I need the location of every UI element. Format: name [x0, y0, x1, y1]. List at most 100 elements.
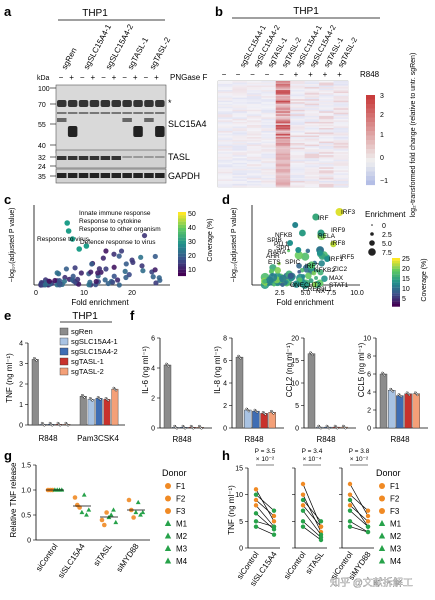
heatmap-cell — [232, 103, 248, 106]
heatmap-cell — [319, 164, 334, 167]
heatmap-cell — [333, 140, 349, 142]
heatmap-cell — [333, 179, 349, 182]
heatmap-cell — [246, 182, 262, 185]
go-term-point — [74, 276, 81, 283]
colorbar-tick: 25 — [402, 256, 410, 263]
heatmap-cell — [304, 162, 320, 165]
heatmap-cell — [304, 129, 320, 132]
donor-legend-label: F2 — [176, 495, 186, 504]
paired-point — [300, 492, 306, 497]
paired-point — [253, 492, 259, 497]
colorbar-step — [178, 240, 186, 245]
colorbar-step — [392, 274, 400, 277]
heatmap-cell — [333, 94, 349, 97]
heatmap-cell — [319, 134, 334, 136]
heatmap-cell — [333, 156, 349, 159]
pngase-sign: − — [80, 73, 85, 82]
heatmap-cell — [218, 93, 233, 95]
heatmap-cell — [304, 118, 320, 121]
highlighted-point — [64, 220, 70, 226]
heatmap-cell — [218, 153, 233, 156]
heatmap-cell — [218, 90, 233, 92]
heatmap-cell — [218, 106, 233, 109]
tf-point — [287, 272, 294, 280]
heatmap-cell — [246, 112, 262, 115]
heatmap-cell — [333, 96, 349, 98]
heatmap-cell — [319, 161, 334, 164]
panel-c-ylabel: −log₁₀(adjusted P value) — [9, 208, 16, 283]
panel-a-group-label: THP1 — [82, 8, 108, 19]
legend-label: sgSLC15A4-1 — [71, 337, 118, 346]
donor-legend-marker — [378, 532, 386, 539]
heatmap-cell — [333, 176, 349, 179]
heatmap-cell — [290, 88, 305, 91]
y-tick-label: 1 — [19, 402, 23, 409]
kda-marker: 24 — [38, 164, 46, 171]
paired-point — [347, 481, 353, 487]
heatmap-cell — [319, 88, 334, 91]
panel-d-xlabel: Fold enrichment — [276, 298, 334, 307]
heatmap-cell — [333, 105, 349, 108]
heatmap-cell — [246, 94, 262, 97]
heatmap-cell — [261, 97, 277, 100]
heatmap-cell — [246, 153, 262, 156]
donor-point — [133, 509, 139, 515]
heatmap-cell — [218, 87, 233, 89]
heatmap-cell — [246, 87, 262, 89]
heatmap-cell — [218, 85, 233, 88]
heatmap-cell — [275, 105, 291, 108]
heatmap-cell — [218, 130, 233, 133]
heatmap-cell — [261, 99, 277, 101]
heatmap-cell — [319, 132, 334, 135]
heatmap-cell — [319, 176, 334, 179]
heatmap-cell — [290, 150, 305, 153]
replicate-dot — [311, 353, 314, 357]
heatmap-cell — [319, 144, 334, 147]
heatmap-cell — [261, 106, 277, 109]
heatmap-cell — [246, 93, 262, 95]
y-tick-label: 0.5 — [21, 513, 31, 520]
heatmap-cell — [290, 135, 305, 138]
paired-point — [253, 511, 259, 516]
band-slc15a4-smear — [57, 118, 67, 122]
paired-point — [365, 519, 371, 524]
heatmap-cell — [319, 140, 334, 142]
heatmap-cell — [261, 183, 277, 186]
heatmap-cell — [275, 167, 291, 170]
heatmap-cell — [232, 152, 248, 154]
highlighted-point — [65, 228, 72, 234]
heatmap-cell — [275, 127, 291, 130]
tf-label: STAT1 — [329, 282, 349, 289]
tf-label: RELA — [318, 233, 336, 240]
heatmap-cell — [333, 118, 349, 121]
heatmap-cell — [261, 143, 277, 145]
heatmap-cell — [333, 173, 349, 176]
colorbar-step — [178, 228, 186, 232]
go-term-point — [150, 274, 156, 280]
band-slc15a4 — [155, 126, 165, 137]
tf-label: PU.1 — [274, 241, 289, 248]
heatmap-cell — [261, 90, 277, 92]
heatmap-cell — [232, 102, 248, 105]
donor-legend-marker — [379, 483, 385, 489]
band-nonspecific — [122, 100, 132, 107]
heatmap-cell — [319, 185, 334, 188]
paired-point — [271, 508, 277, 513]
heatmap-cell — [261, 167, 277, 170]
go-term-point — [118, 248, 125, 254]
heatmap-cell — [319, 81, 334, 83]
bar — [412, 393, 420, 429]
panel-letter-e: e — [4, 308, 11, 323]
heatmap-cell — [246, 149, 262, 151]
heatmap-cell — [218, 150, 233, 153]
bar — [235, 356, 244, 429]
heatmap-cell — [333, 90, 349, 92]
heatmap-cell — [275, 168, 291, 171]
paired-point — [347, 503, 353, 508]
heatmap-cell — [333, 117, 349, 120]
heatmap-cell — [261, 94, 277, 97]
r848-sign: − — [265, 70, 270, 79]
tf-point — [314, 275, 319, 280]
replicate-dot — [383, 374, 386, 377]
